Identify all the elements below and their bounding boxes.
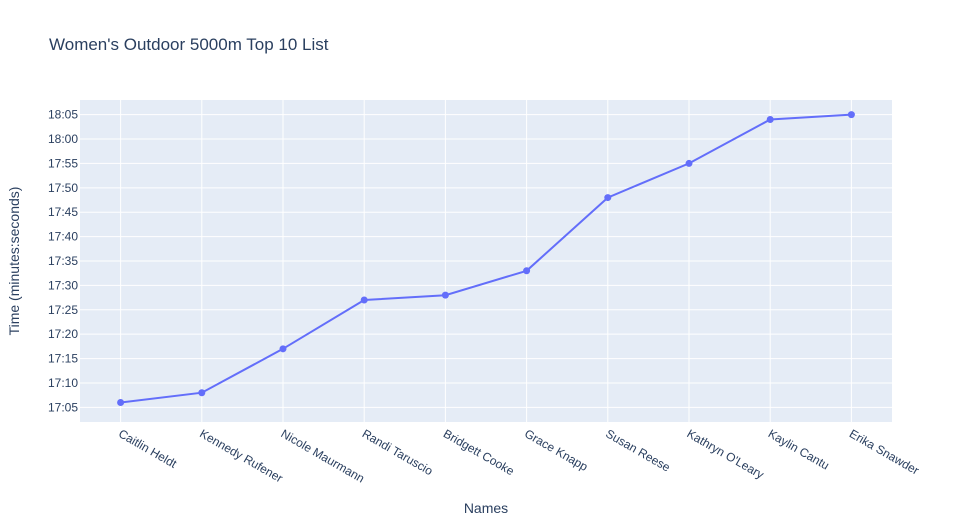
data-point xyxy=(847,111,855,119)
y-axis-title: Time (minutes:seconds) xyxy=(6,187,22,336)
y-tick-label: 17:40 xyxy=(48,230,78,244)
data-point xyxy=(685,159,693,167)
y-tick-label: 17:55 xyxy=(48,156,78,170)
data-point xyxy=(117,398,125,406)
y-tick-label: 17:05 xyxy=(48,400,78,414)
y-tick-label: 17:10 xyxy=(48,376,78,390)
data-point xyxy=(441,291,449,299)
data-point xyxy=(360,296,368,304)
x-axis-title: Names xyxy=(464,500,508,516)
data-point xyxy=(604,194,612,202)
data-point xyxy=(766,116,774,124)
y-axis-ticks: 17:05 17:10 17:15 17:20 17:25 17:30 17:35 17:40… xyxy=(48,108,78,415)
y-tick-label: 17:20 xyxy=(48,327,78,341)
y-tick-label: 17:35 xyxy=(48,254,78,268)
y-gridlines xyxy=(80,114,892,408)
y-tick-label: 17:30 xyxy=(48,278,78,292)
y-tick-label: 17:15 xyxy=(48,352,78,366)
y-tick-label: 18:05 xyxy=(48,108,78,122)
data-point xyxy=(198,389,206,397)
data-point xyxy=(279,345,287,353)
y-tick-label: 17:50 xyxy=(48,181,78,195)
chart-title: Women's Outdoor 5000m Top 10 List xyxy=(49,35,329,54)
series-line xyxy=(120,113,852,404)
y-tick-label: 18:00 xyxy=(48,132,78,146)
series-points xyxy=(117,111,855,406)
data-point xyxy=(523,267,531,275)
y-tick-label: 17:25 xyxy=(48,303,78,317)
y-tick-label: 17:45 xyxy=(48,205,78,219)
